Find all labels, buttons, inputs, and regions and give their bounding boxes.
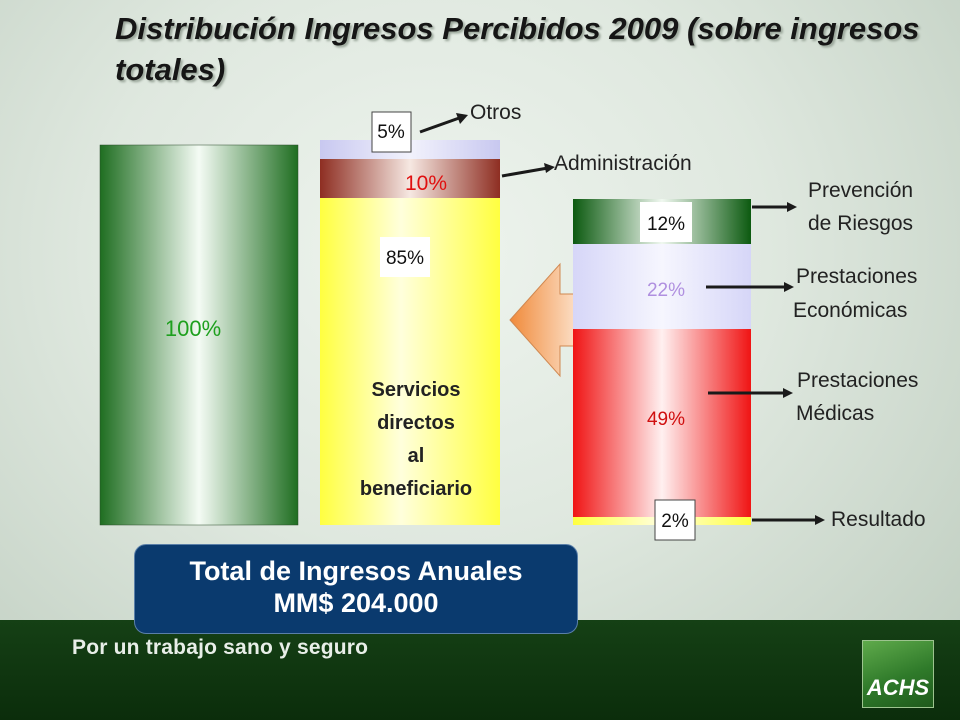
prevencion-callout-2: de Riesgos	[808, 212, 913, 235]
servicios-percent-label: 85%	[386, 248, 424, 269]
slide-title: Distribución Ingresos Percibidos 2009 (s…	[115, 11, 920, 87]
economicas-callout-2: Económicas	[793, 299, 907, 322]
otros-callout: Otros	[470, 101, 521, 124]
servicios-line-1: Servicios	[372, 379, 461, 401]
breakdown-arrow	[509, 262, 583, 378]
servicios-line-3: al	[408, 445, 425, 467]
otros-percent-label: 5%	[377, 122, 405, 143]
administracion-arrow-head	[544, 163, 555, 173]
bar-prestaciones-medicas	[573, 329, 751, 517]
medicas-arrow-head	[783, 388, 793, 398]
achs-logo: ACHS	[862, 640, 934, 708]
bar-total-label: 100%	[165, 316, 221, 341]
achs-logo-text: ACHS	[866, 675, 930, 700]
administracion-percent-label: 10%	[405, 172, 447, 195]
prevencion-arrow-head	[787, 202, 797, 212]
otros-arrow-head	[456, 113, 468, 124]
administracion-arrow	[501, 166, 549, 178]
servicios-line-2: directos	[377, 412, 455, 434]
total-income-box: Total de Ingresos Anuales MM$ 204.000	[134, 544, 578, 634]
resultado-percent-box	[654, 499, 696, 541]
economicas-arrow-head	[784, 282, 794, 292]
resultado-arrow-head	[815, 515, 825, 525]
servicios-percent-box	[380, 237, 430, 277]
medicas-percent-label: 49%	[647, 409, 685, 430]
bar-administracion	[320, 159, 500, 198]
total-income-value: MM$ 204.000	[273, 588, 439, 618]
footer-band	[0, 620, 960, 720]
resultado-callout: Resultado	[831, 508, 926, 531]
medicas-callout-1: Prestaciones	[797, 369, 918, 392]
economicas-percent-label: 22%	[647, 280, 685, 301]
prevencion-percent-box	[640, 202, 692, 242]
administracion-callout: Administración	[554, 152, 692, 175]
footer-slogan: Por un trabajo sano y seguro	[72, 636, 369, 659]
otros-label-box	[371, 111, 412, 153]
economicas-callout-1: Prestaciones	[796, 265, 917, 288]
medicas-callout-2: Médicas	[796, 402, 874, 425]
bar-total-income	[99, 144, 299, 526]
resultado-percent-label: 2%	[661, 511, 689, 532]
prevencion-percent-label: 12%	[647, 214, 685, 235]
otros-arrow	[419, 115, 463, 134]
servicios-line-4: beneficiario	[360, 478, 472, 500]
prevencion-callout-1: Prevención	[808, 179, 913, 202]
total-income-title: Total de Ingresos Anuales	[189, 556, 523, 586]
